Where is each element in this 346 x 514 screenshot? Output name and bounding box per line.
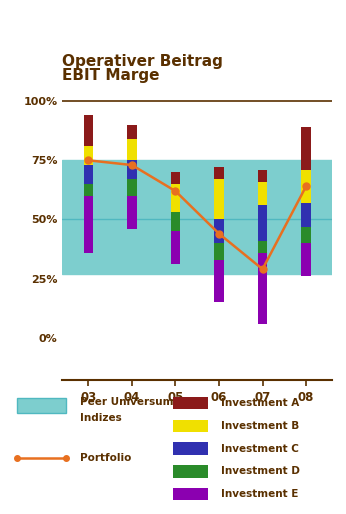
FancyBboxPatch shape xyxy=(173,397,208,409)
Text: EBIT Marge: EBIT Marge xyxy=(62,68,160,83)
Bar xyxy=(84,196,93,252)
Bar xyxy=(214,243,224,260)
Text: Investment A: Investment A xyxy=(221,398,300,408)
Bar xyxy=(84,184,93,196)
Bar xyxy=(301,170,311,203)
Bar xyxy=(258,205,267,241)
Bar xyxy=(301,127,311,170)
FancyBboxPatch shape xyxy=(173,443,208,455)
Bar xyxy=(171,231,180,264)
Bar xyxy=(214,260,224,302)
FancyBboxPatch shape xyxy=(173,488,208,501)
Bar xyxy=(127,139,137,160)
Bar xyxy=(171,184,180,212)
FancyBboxPatch shape xyxy=(173,465,208,478)
Bar xyxy=(214,168,224,179)
Bar xyxy=(84,146,93,165)
Bar xyxy=(171,212,180,231)
Bar xyxy=(171,172,180,184)
Text: Portfolio: Portfolio xyxy=(80,453,131,464)
Text: Indizes: Indizes xyxy=(80,413,121,423)
Bar xyxy=(84,165,93,184)
Text: Peer Universum: Peer Universum xyxy=(80,397,173,407)
Text: Investment D: Investment D xyxy=(221,466,300,476)
Bar xyxy=(127,125,137,139)
Bar xyxy=(62,160,332,274)
Bar xyxy=(214,219,224,243)
Text: Investment C: Investment C xyxy=(221,444,299,454)
Bar xyxy=(84,115,93,146)
Bar xyxy=(258,181,267,205)
Bar xyxy=(258,252,267,324)
Text: Investment B: Investment B xyxy=(221,421,300,431)
Bar xyxy=(258,241,267,252)
Bar xyxy=(301,203,311,227)
Bar xyxy=(127,160,137,179)
Bar xyxy=(301,227,311,243)
Text: Investment E: Investment E xyxy=(221,489,299,499)
Bar xyxy=(214,179,224,219)
FancyBboxPatch shape xyxy=(173,419,208,432)
Bar xyxy=(301,243,311,276)
Text: Operativer Beitrag: Operativer Beitrag xyxy=(62,54,223,69)
Bar xyxy=(127,179,137,196)
Bar xyxy=(127,196,137,229)
FancyBboxPatch shape xyxy=(17,398,66,413)
Bar xyxy=(258,170,267,181)
